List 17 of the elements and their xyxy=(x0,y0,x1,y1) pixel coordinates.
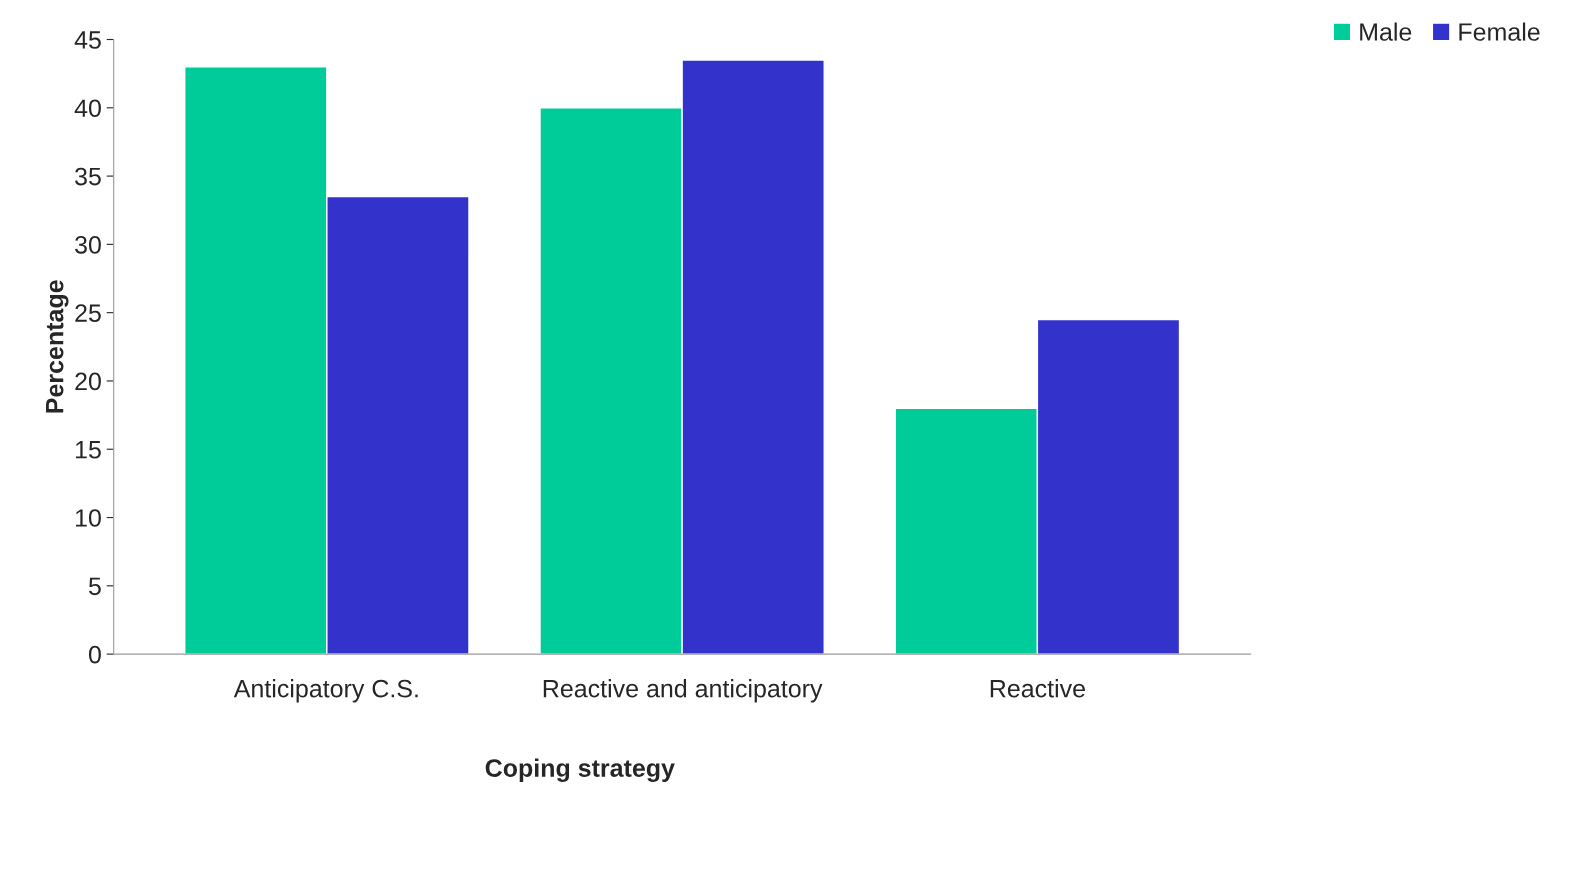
y-tick-label: 40 xyxy=(74,99,101,118)
y-tick-label: 35 xyxy=(75,167,101,186)
y-tick-label: 45 xyxy=(74,31,101,49)
x-tick-label: Reactive and anticipatory xyxy=(543,679,823,703)
y-axis-title: Percentage xyxy=(46,280,69,413)
y-tick-label: 10 xyxy=(75,509,101,527)
y-tick-label: 0 xyxy=(88,645,101,664)
y-tick-label: 5 xyxy=(88,577,101,596)
legend-label: Male xyxy=(1360,22,1412,41)
y-tick-label: 25 xyxy=(75,304,101,322)
x-tick-label: Anticipatory C.S. xyxy=(233,679,418,703)
y-tick-label: 15 xyxy=(75,441,101,459)
x-axis-title: Coping strategy xyxy=(485,758,675,783)
y-tick-label: 30 xyxy=(75,235,101,254)
y-tick-label: 20 xyxy=(75,372,101,391)
x-tick-label: Reactive xyxy=(990,679,1085,698)
legend-label: Female xyxy=(1459,22,1540,41)
